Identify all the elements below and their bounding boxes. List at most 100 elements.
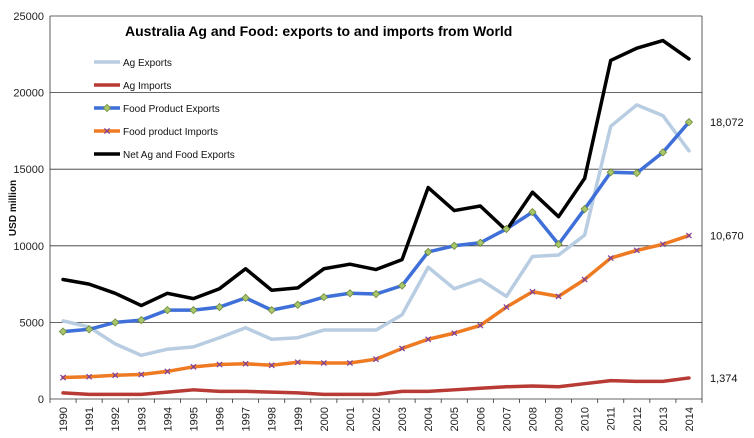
data-point-x	[138, 371, 145, 378]
data-point-diamond	[163, 305, 172, 315]
data-point-x	[659, 241, 666, 248]
legend-marker-diamond	[102, 103, 112, 113]
data-point-x-stroke	[529, 288, 536, 295]
data-point-x	[555, 293, 562, 300]
legend-label: Ag Exports	[123, 58, 172, 69]
x-tick-label: 2010	[580, 407, 592, 431]
data-point-diamond	[189, 305, 198, 315]
legend-entry: Ag Exports	[94, 58, 172, 69]
data-point-diamond	[215, 302, 224, 312]
data-point-diamond	[658, 148, 668, 157]
series-line-1	[61, 376, 691, 397]
data-point-x	[112, 372, 119, 379]
axes	[49, 16, 703, 403]
data-point-diamond	[580, 204, 589, 214]
series-line-0	[61, 103, 691, 358]
data-point-diamond	[450, 241, 459, 250]
data-point-x-stroke	[190, 363, 197, 370]
data-point-x	[633, 247, 640, 254]
x-tick-label: 1998	[267, 407, 279, 431]
data-point-x	[164, 368, 171, 375]
data-point-x-stroke	[425, 336, 432, 343]
x-tick-label: 2001	[345, 407, 357, 431]
x-tick-label: 1993	[136, 407, 148, 431]
data-point-x	[60, 374, 67, 381]
data-label-end: 18,072	[710, 117, 744, 129]
data-point-x	[190, 363, 197, 370]
x-tick-label: 2009	[554, 407, 566, 431]
x-tick-label: 1994	[162, 407, 174, 431]
x-tick-label: 2011	[606, 407, 618, 431]
x-tick-label: 2012	[632, 407, 644, 431]
x-tick-label: 2007	[501, 407, 513, 431]
legend-label: Food Product Exports	[123, 104, 220, 115]
x-tick-label: 2003	[397, 407, 409, 431]
data-point-diamond	[371, 289, 381, 299]
data-point-x-stroke	[633, 247, 640, 254]
data-point-x-stroke	[242, 360, 249, 367]
data-point-x-stroke	[477, 322, 484, 329]
data-point-diamond	[397, 281, 407, 290]
data-label-end: 10,670	[710, 231, 744, 243]
data-point-x	[268, 362, 275, 369]
data-point-x	[607, 255, 614, 262]
data-point-diamond	[423, 247, 433, 257]
x-tick-label: 1992	[110, 407, 122, 431]
data-point-diamond	[137, 315, 146, 325]
gridlines	[50, 15, 702, 323]
legend-entry: Net Ag and Food Exports	[94, 150, 235, 161]
series-markers	[58, 117, 694, 381]
y-tick-label: 20000	[13, 88, 44, 100]
data-point-x	[529, 288, 536, 295]
x-tick-label: 2005	[449, 407, 461, 431]
data-point-x	[685, 232, 692, 239]
data-point-x-stroke	[294, 359, 301, 366]
y-axis-label: USD million	[8, 180, 19, 236]
data-point-x	[242, 360, 249, 367]
legend-entry: Ag Imports	[94, 81, 171, 92]
legend-marker-x	[103, 127, 111, 135]
data-point-x	[503, 304, 510, 311]
data-point-diamond	[111, 318, 120, 327]
x-tick-label: 2008	[527, 407, 539, 431]
x-tick-label: 2014	[684, 407, 696, 431]
x-tick-label: 2013	[658, 407, 670, 431]
data-point-x-stroke	[372, 356, 380, 363]
data-point-x-stroke	[86, 373, 93, 380]
data-label-end: 1,374	[710, 373, 738, 385]
legend-label: Ag Imports	[123, 81, 171, 92]
y-tick-label: 25000	[13, 11, 44, 23]
series-lines	[61, 38, 691, 397]
data-point-x-stroke	[138, 371, 145, 378]
data-point-x-stroke	[320, 359, 327, 367]
data-point-diamond	[293, 300, 302, 309]
data-point-diamond	[528, 207, 537, 217]
data-point-x-stroke	[659, 241, 666, 248]
x-tick-label: 2002	[371, 407, 383, 431]
data-point-x-stroke	[112, 372, 119, 379]
data-point-x	[346, 359, 353, 367]
data-point-diamond	[476, 238, 485, 247]
y-tick-label: 15000	[13, 164, 44, 176]
legend-label: Net Ag and Food Exports	[123, 150, 235, 161]
data-point-x	[477, 322, 484, 329]
legend-label: Food product Imports	[123, 127, 218, 138]
tick-labels: 0 5000 10000 15000 20000 25000 1990 1991 1992 199…	[13, 11, 696, 431]
data-point-diamond	[606, 168, 615, 177]
data-annotations: 18,072 10,670 1,374	[710, 117, 744, 385]
data-point-x	[86, 373, 93, 380]
data-point-x-stroke	[216, 361, 223, 368]
chart-title: Australia Ag and Food: exports to and im…	[125, 23, 512, 39]
x-tick-label: 2004	[423, 407, 435, 431]
data-point-diamond	[345, 289, 355, 298]
x-tick-label: 1990	[58, 407, 70, 431]
series-line-3	[61, 233, 691, 380]
data-point-x-stroke	[164, 368, 171, 375]
y-tick-label: 5000	[20, 317, 44, 329]
data-point-x	[294, 359, 301, 366]
data-point-x-stroke	[346, 359, 353, 367]
x-tick-label: 2006	[475, 407, 487, 431]
data-point-x	[320, 359, 327, 367]
data-point-x-stroke	[581, 276, 588, 283]
data-point-x-stroke	[555, 293, 562, 300]
